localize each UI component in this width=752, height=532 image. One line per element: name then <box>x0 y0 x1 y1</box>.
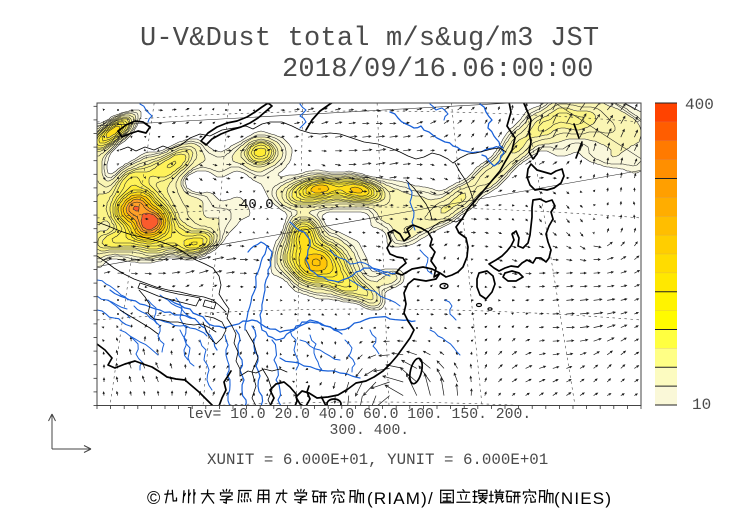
svg-text:40.0: 40.0 <box>240 197 274 213</box>
